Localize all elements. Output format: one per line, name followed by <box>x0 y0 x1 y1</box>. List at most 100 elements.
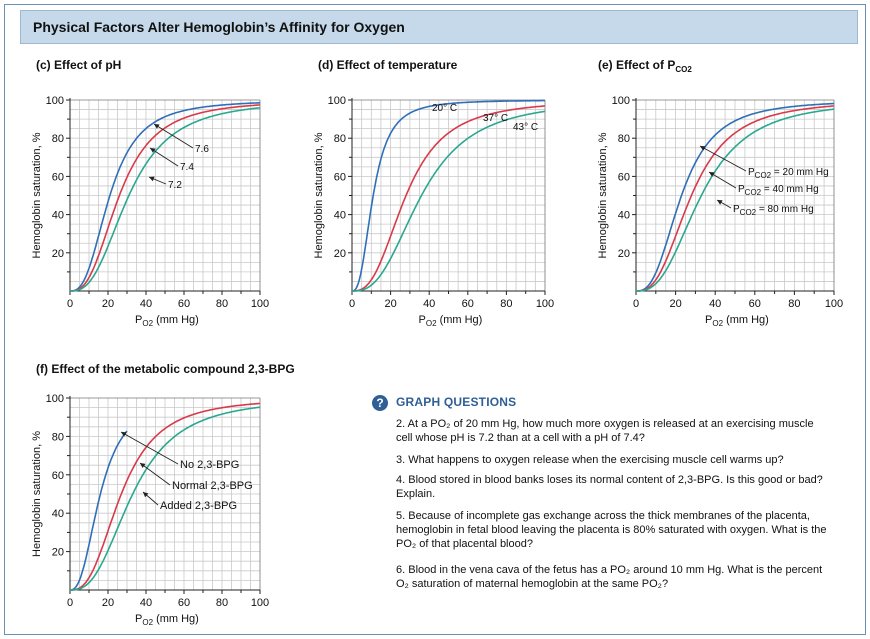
x-tick-label: 100 <box>825 298 843 310</box>
series-line-3 <box>352 110 546 292</box>
y-tick-label: 80 <box>52 431 64 443</box>
y-tick-label: 80 <box>52 133 64 145</box>
y-tick-label: 60 <box>52 470 64 482</box>
y-tick-label: 20 <box>52 248 64 260</box>
series-annotation: 7.6 <box>195 144 209 155</box>
x-tick-label: 40 <box>709 298 721 310</box>
series-annotation: PCO2 = 40 mm Hg <box>738 184 819 197</box>
series-line-2 <box>70 402 261 591</box>
x-axis-label: PO2 (mm Hg) <box>419 314 483 328</box>
annotation-leader <box>120 431 179 465</box>
x-tick-label: 60 <box>178 298 190 310</box>
x-tick-label: 100 <box>536 298 554 310</box>
x-tick-label: 60 <box>178 597 190 609</box>
annotation-leader <box>699 145 747 172</box>
arrowhead-icon <box>150 148 156 153</box>
y-tick-label: 40 <box>334 210 346 222</box>
x-tick-label: 40 <box>140 298 152 310</box>
gridlines <box>352 100 545 291</box>
y-tick-label: 100 <box>612 95 630 107</box>
question-5: 5. Because of incomplete gas exchange ac… <box>396 510 827 550</box>
arrowhead-icon <box>700 146 706 151</box>
x-tick-label: 40 <box>423 298 435 310</box>
annotation-leader <box>149 147 179 167</box>
series-line-3 <box>636 108 835 292</box>
y-tick-label: 40 <box>618 210 630 222</box>
annotation-leader <box>708 171 737 189</box>
arrowhead-icon <box>149 176 155 182</box>
x-tick-label: 60 <box>749 298 761 310</box>
y-tick-label: 100 <box>46 95 64 107</box>
y-tick-label: 20 <box>334 248 346 260</box>
x-tick-label: 40 <box>140 597 152 609</box>
series-line-2 <box>636 105 834 292</box>
y-tick-label: 80 <box>334 133 346 145</box>
x-tick-label: 80 <box>500 298 512 310</box>
annotation-leader <box>139 462 171 486</box>
series-annotation: 7.2 <box>168 180 182 191</box>
series-annotation: Normal 2,3-BPG <box>172 480 253 492</box>
series-line-1 <box>351 99 545 292</box>
series-line-3 <box>70 406 261 591</box>
series-annotation: No 2,3-BPG <box>180 459 239 471</box>
series-annotation: 43° C <box>513 122 538 133</box>
gridlines <box>70 398 260 590</box>
x-tick-label: 60 <box>462 298 474 310</box>
y-axis-label: Hemoglobin saturation, % <box>313 132 325 258</box>
chart-temp: (d) Effect of temperature 0 20 40 60 80 100 20 4… <box>313 58 554 328</box>
question-2: 2. At a PO₂ of 20 mm Hg, how much more o… <box>396 418 814 444</box>
question-4: 4. Blood stored in blood banks loses its… <box>396 474 823 500</box>
series-annotation: PCO2 = 80 mm Hg <box>733 204 814 217</box>
y-tick-label: 60 <box>618 171 630 183</box>
arrowhead-icon <box>154 124 160 129</box>
x-tick-label: 20 <box>669 298 681 310</box>
x-tick-label: 0 <box>633 298 639 310</box>
chart-ph: (c) Effect of pH 0 20 40 60 80 100 20 40 60 80 100 H… <box>31 58 269 328</box>
x-tick-label: 100 <box>251 597 269 609</box>
y-axis-label: Hemoglobin saturation, % <box>597 132 609 258</box>
series-annotation: 37° C <box>483 113 508 124</box>
series-line-1 <box>636 102 835 292</box>
title-bar: Physical Factors Alter Hemoglobin’s Affi… <box>20 10 858 44</box>
question-icon: ? <box>372 395 388 411</box>
series-annotation: PCO2 = 20 mm Hg <box>748 167 829 180</box>
series-line-3 <box>70 107 261 292</box>
series-line-1 <box>70 430 128 591</box>
y-tick-label: 20 <box>618 248 630 260</box>
chart-co2: (e) Effect of PCO2 0 20 40 60 80 100 20 40 60 80 10… <box>597 58 843 328</box>
x-tick-label: 80 <box>216 298 228 310</box>
chart-bpg: (f) Effect of the metabolic compound 2,3… <box>31 362 295 627</box>
arrowhead-icon <box>709 172 715 177</box>
annotation-leader <box>153 123 194 149</box>
y-tick-label: 100 <box>46 393 64 405</box>
x-tick-label: 80 <box>788 298 800 310</box>
arrowhead-icon <box>717 200 723 205</box>
arrowhead-icon <box>143 492 149 498</box>
x-tick-label: 0 <box>67 298 73 310</box>
arrowhead-icon <box>140 463 146 468</box>
y-tick-label: 100 <box>328 95 346 107</box>
chart-title: (e) Effect of PCO2 <box>598 58 692 74</box>
chart-title: (f) Effect of the metabolic compound 2,3… <box>36 362 295 376</box>
arrowhead-icon <box>121 432 127 437</box>
gridlines <box>70 100 260 291</box>
x-tick-label: 0 <box>67 597 73 609</box>
y-tick-label: 40 <box>52 210 64 222</box>
series-line-2 <box>70 104 261 292</box>
y-axis-label: Hemoglobin saturation, % <box>31 132 43 258</box>
x-axis-label: PO2 (mm Hg) <box>705 314 769 328</box>
y-tick-label: 60 <box>52 171 64 183</box>
y-tick-label: 60 <box>334 171 346 183</box>
x-tick-label: 20 <box>102 597 114 609</box>
y-tick-label: 80 <box>618 133 630 145</box>
x-tick-label: 20 <box>102 298 114 310</box>
chart-title: (c) Effect of pH <box>36 58 121 72</box>
chart-title: (d) Effect of temperature <box>318 58 458 72</box>
series-annotation: 20° C <box>432 103 457 114</box>
x-tick-label: 80 <box>216 597 228 609</box>
series-annotation: 7.4 <box>180 162 194 173</box>
y-tick-label: 20 <box>52 547 64 559</box>
series-annotation: Added 2,3-BPG <box>160 500 237 512</box>
x-tick-label: 100 <box>251 298 269 310</box>
